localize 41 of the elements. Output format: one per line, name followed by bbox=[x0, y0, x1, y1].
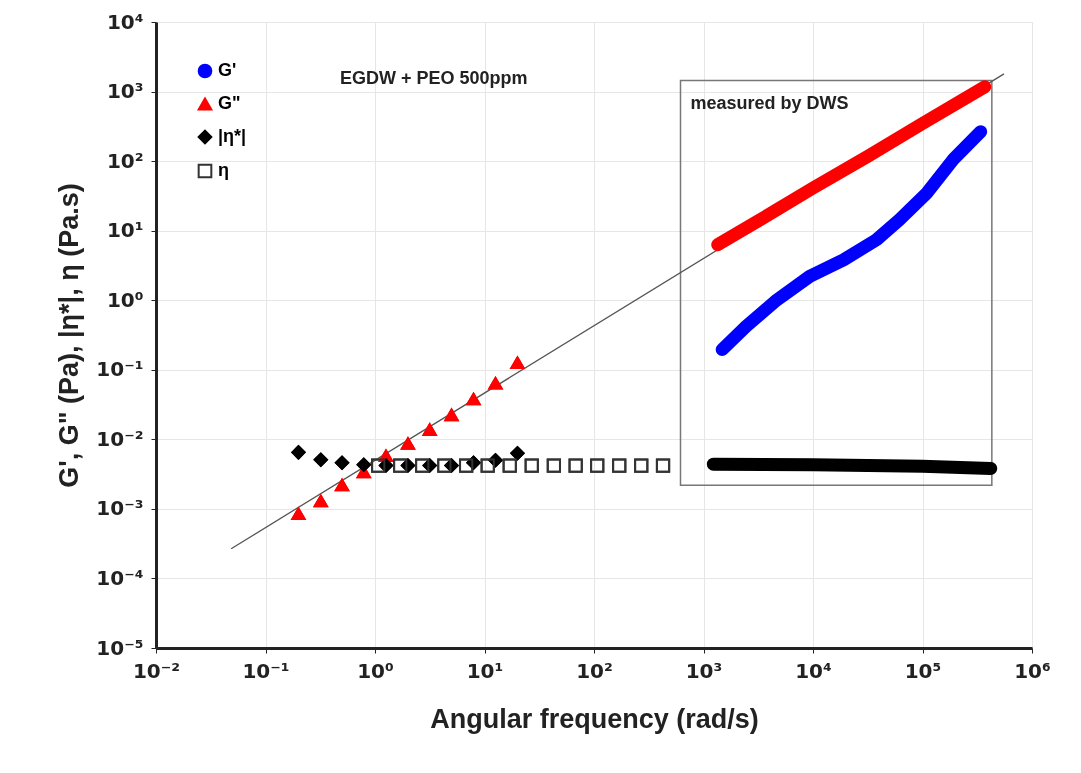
x-tick-label: 10¹ bbox=[466, 658, 504, 683]
y-tick-label: 10⁻¹ bbox=[96, 357, 144, 382]
legend-label: η bbox=[218, 160, 229, 180]
point bbox=[334, 478, 350, 492]
point bbox=[291, 507, 306, 521]
point bbox=[291, 445, 306, 460]
legend-label: G' bbox=[218, 60, 237, 80]
annotation: EGDW + PEO 500ppm bbox=[340, 68, 528, 88]
x-tick-label: 10⁵ bbox=[904, 658, 942, 683]
x-tick-label: 10⁴ bbox=[795, 658, 832, 683]
point bbox=[313, 452, 328, 467]
y-tick-label: 10⁰ bbox=[106, 287, 144, 312]
point bbox=[356, 457, 371, 472]
x-tick-label: 10² bbox=[576, 658, 613, 683]
legend-label: |η*| bbox=[218, 126, 247, 146]
y-tick-label: 10¹ bbox=[106, 218, 144, 243]
annotation: measured by DWS bbox=[690, 92, 849, 113]
point bbox=[510, 356, 525, 370]
point bbox=[488, 376, 503, 390]
y-tick-label: 10⁻² bbox=[96, 426, 144, 451]
x-tick-label: 10⁶ bbox=[1014, 658, 1051, 683]
point bbox=[400, 437, 416, 450]
x-tick-label: 10³ bbox=[685, 658, 723, 683]
point bbox=[422, 423, 437, 436]
y-tick-label: 10² bbox=[106, 148, 144, 173]
x-tick-label: 10⁻² bbox=[132, 658, 181, 683]
y-tick-label: 10⁴ bbox=[106, 9, 144, 34]
point bbox=[466, 392, 481, 406]
legend-label: G" bbox=[218, 93, 241, 113]
point bbox=[444, 408, 459, 422]
x-tick-label: 10⁻¹ bbox=[242, 658, 290, 683]
point bbox=[313, 494, 328, 508]
point bbox=[510, 446, 525, 461]
x-axis-title: Angular frequency (rad/s) bbox=[430, 703, 759, 734]
y-tick-label: 10⁻⁴ bbox=[96, 565, 144, 590]
y-axis-title: G', G" (Pa), |η*|, η (Pa.s) bbox=[54, 183, 85, 488]
y-tick-label: 10⁻⁵ bbox=[96, 635, 144, 660]
x-tick-label: 10⁰ bbox=[357, 658, 394, 683]
y-tick-label: 10³ bbox=[106, 79, 144, 104]
point bbox=[334, 455, 350, 470]
y-tick-label: 10⁻³ bbox=[96, 496, 144, 521]
